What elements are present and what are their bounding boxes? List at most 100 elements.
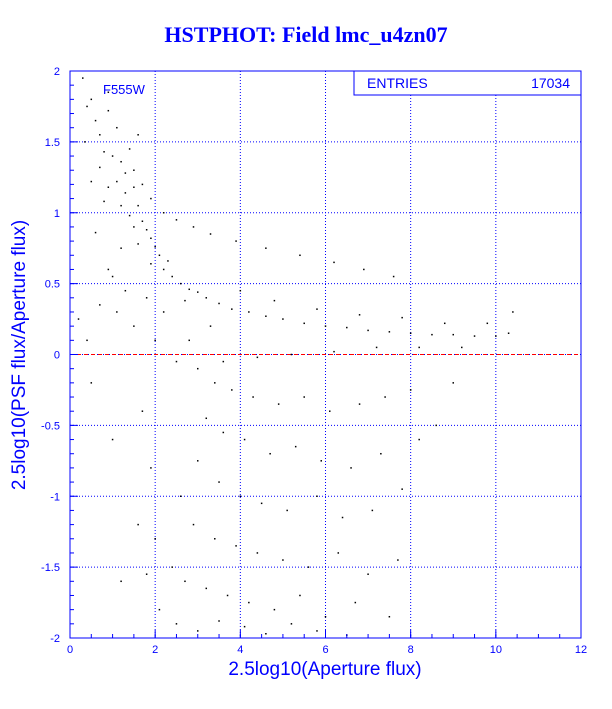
data-point bbox=[324, 325, 327, 327]
data-point bbox=[290, 623, 293, 625]
data-point bbox=[120, 247, 122, 249]
data-point bbox=[86, 105, 88, 108]
data-point bbox=[367, 329, 369, 332]
data-point bbox=[299, 594, 301, 597]
data-point bbox=[120, 580, 122, 583]
data-point bbox=[495, 335, 497, 337]
data-point bbox=[107, 91, 110, 94]
data-point bbox=[418, 438, 420, 441]
data-point bbox=[133, 169, 135, 171]
data-point bbox=[120, 204, 122, 207]
data-point bbox=[214, 382, 216, 384]
data-point bbox=[145, 573, 148, 575]
data-point bbox=[150, 237, 152, 240]
data-point bbox=[162, 268, 165, 271]
data-point bbox=[188, 288, 190, 291]
data-point bbox=[235, 545, 237, 547]
data-point bbox=[124, 289, 127, 292]
stats-box: ENTRIES 17034 bbox=[353, 70, 582, 96]
data-point bbox=[303, 322, 305, 325]
data-point bbox=[107, 186, 110, 188]
data-point bbox=[371, 509, 374, 512]
data-point bbox=[294, 445, 297, 448]
x-tick-label: 2 bbox=[152, 644, 158, 656]
data-point bbox=[209, 233, 212, 235]
data-point bbox=[179, 495, 182, 497]
data-point bbox=[222, 360, 225, 363]
y-tick-label: -0.5 bbox=[41, 420, 60, 432]
data-point bbox=[367, 573, 369, 575]
y-tick-label: 0 bbox=[54, 350, 60, 362]
data-point bbox=[358, 403, 361, 405]
data-point bbox=[265, 247, 267, 249]
data-point bbox=[358, 314, 361, 316]
y-tick-label: 1 bbox=[54, 208, 60, 220]
data-point bbox=[111, 155, 114, 157]
data-point bbox=[205, 587, 208, 590]
data-point bbox=[388, 615, 391, 618]
y-tick-label: -1 bbox=[50, 491, 60, 503]
data-point bbox=[150, 263, 152, 265]
data-point bbox=[99, 166, 101, 169]
data-point bbox=[111, 275, 114, 278]
data-point bbox=[171, 275, 173, 278]
y-tick-label: 0.5 bbox=[45, 279, 60, 291]
data-point bbox=[286, 509, 288, 512]
data-point bbox=[473, 335, 476, 337]
data-point bbox=[333, 261, 335, 264]
data-point bbox=[103, 200, 105, 203]
data-point bbox=[222, 431, 225, 434]
data-point bbox=[192, 226, 195, 228]
data-point bbox=[218, 620, 220, 622]
data-point bbox=[209, 325, 212, 327]
data-point bbox=[256, 356, 259, 359]
data-point bbox=[388, 331, 391, 333]
data-point bbox=[184, 299, 186, 302]
data-point bbox=[409, 332, 412, 334]
data-point bbox=[243, 625, 246, 628]
data-point bbox=[205, 417, 208, 420]
data-point bbox=[409, 389, 412, 391]
data-point bbox=[141, 220, 144, 223]
data-point bbox=[133, 325, 135, 327]
data-point bbox=[392, 275, 395, 278]
data-point bbox=[192, 523, 195, 526]
data-point bbox=[175, 623, 178, 625]
data-point bbox=[158, 608, 161, 611]
data-point bbox=[82, 77, 84, 79]
data-point bbox=[162, 212, 165, 214]
data-point bbox=[307, 566, 310, 568]
data-point bbox=[443, 322, 446, 325]
data-point bbox=[175, 360, 178, 363]
data-point bbox=[90, 180, 93, 183]
data-point bbox=[380, 452, 382, 455]
data-point bbox=[316, 308, 318, 310]
data-point bbox=[239, 495, 242, 497]
data-point bbox=[77, 318, 80, 320]
filter-label: F555W bbox=[103, 82, 146, 97]
data-point bbox=[154, 339, 156, 342]
stats-box-frame bbox=[353, 70, 582, 96]
data-point bbox=[175, 219, 178, 221]
data-point bbox=[418, 346, 420, 349]
data-point bbox=[401, 316, 403, 319]
data-point bbox=[188, 339, 190, 342]
stats-entries-label: ENTRIES bbox=[367, 75, 428, 91]
data-point bbox=[120, 160, 122, 163]
data-point bbox=[116, 126, 118, 129]
y-tick-label: 2 bbox=[54, 66, 60, 78]
data-point bbox=[333, 350, 335, 353]
data-point bbox=[94, 119, 97, 122]
axis-ticks: 0 2 4 6 8 10 12 -2 -1.5 -1 -0.5 0 0.5 1 1.5 2 bbox=[41, 66, 587, 656]
data-point bbox=[299, 254, 301, 257]
data-point bbox=[162, 311, 165, 313]
data-point bbox=[243, 438, 246, 441]
data-point bbox=[197, 460, 199, 462]
data-point bbox=[197, 367, 199, 370]
x-tick-label: 4 bbox=[237, 644, 243, 656]
data-point bbox=[99, 304, 101, 306]
data-point bbox=[512, 311, 514, 313]
data-point bbox=[103, 151, 105, 153]
data-point bbox=[197, 630, 199, 632]
